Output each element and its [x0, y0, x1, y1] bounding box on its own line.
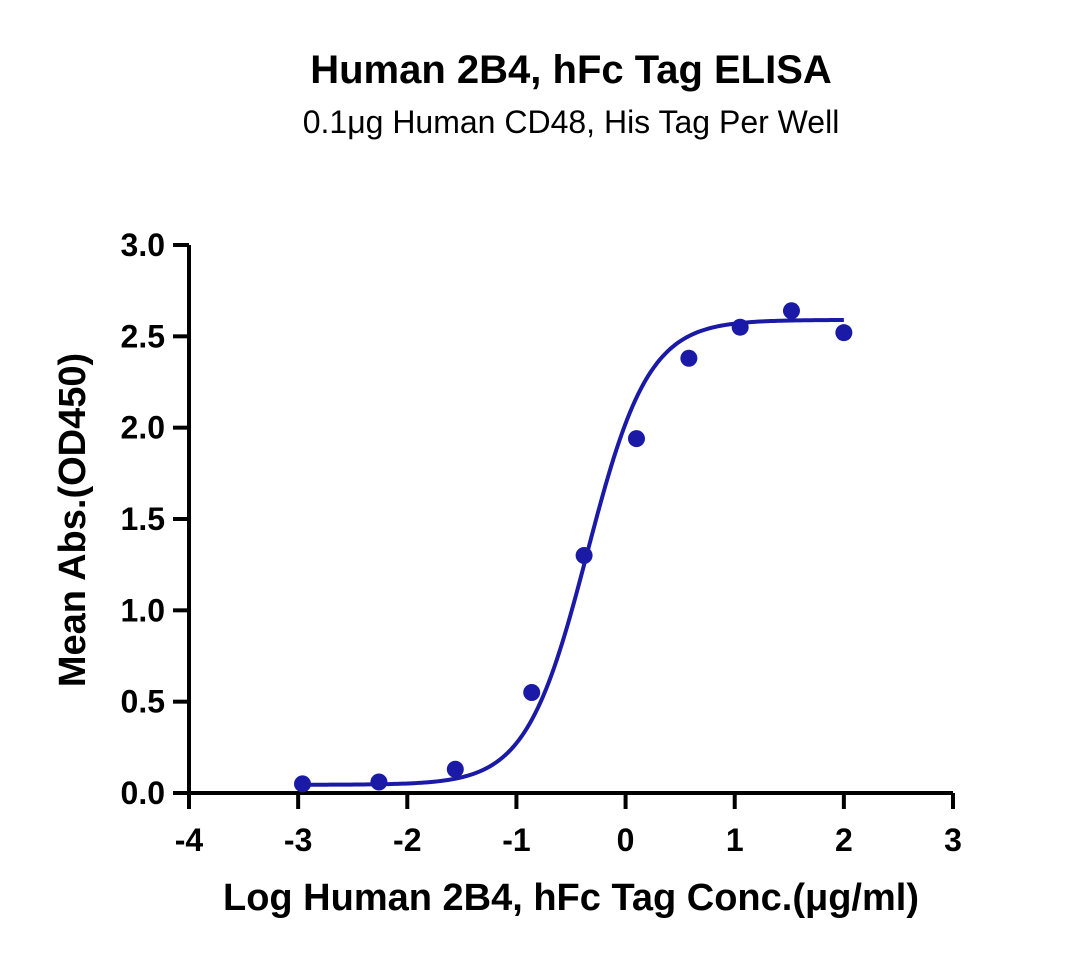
x-tick-label: -2: [393, 822, 421, 858]
fit-curve: [302, 318, 844, 787]
data-point: [575, 547, 593, 565]
y-tick-label: 0.0: [121, 775, 165, 811]
data-point: [446, 760, 464, 778]
x-tick-label: -3: [284, 822, 312, 858]
data-point: [370, 773, 388, 791]
plot-area: 0.0 0.5 1.0 1.5 2.0 2.5 3.0 -4 -3 -2 -1 0 1 2 3: [121, 227, 962, 858]
y-tick-label: 1.5: [121, 501, 165, 537]
y-tick-label: 0.5: [121, 684, 165, 720]
x-axis-label: Log Human 2B4, hFc Tag Conc.(μg/ml): [223, 877, 919, 919]
y-axis-label: Mean Abs.(OD450): [52, 353, 94, 687]
y-tick-label: 1.0: [121, 592, 165, 628]
data-point: [835, 324, 853, 342]
y-tick-label: 2.5: [121, 318, 165, 354]
x-tick-label: 2: [835, 822, 853, 858]
chart-title: Human 2B4, hFc Tag ELISA: [310, 48, 832, 92]
x-tick-label: 0: [617, 822, 635, 858]
y-tick-label: 2.0: [121, 410, 165, 446]
data-point: [627, 430, 645, 448]
x-tick-label: -4: [175, 822, 204, 858]
y-tick-label: 3.0: [121, 227, 165, 263]
x-tick-label: -1: [502, 822, 530, 858]
x-tick-label: 1: [726, 822, 744, 858]
data-point: [680, 349, 698, 367]
data-point: [294, 775, 312, 793]
x-tick-label: 3: [944, 822, 962, 858]
chart-subtitle: 0.1μg Human CD48, His Tag Per Well: [303, 104, 840, 140]
data-point: [782, 302, 800, 320]
data-point: [523, 684, 541, 702]
data-point: [731, 318, 749, 336]
